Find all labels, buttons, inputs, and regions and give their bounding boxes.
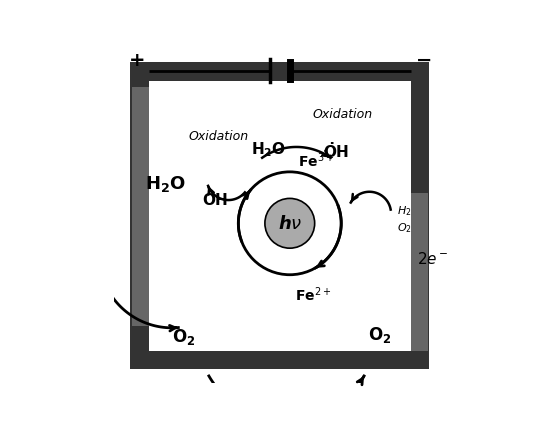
Bar (280, 63, 429, 81)
Text: $H_2$
$O_2$: $H_2$ $O_2$ (397, 203, 412, 234)
Text: +: + (129, 50, 145, 69)
Text: $2e^-$: $2e^-$ (417, 251, 449, 267)
Text: Oxidation: Oxidation (188, 129, 248, 142)
Bar (411, 194, 428, 326)
Bar (130, 63, 280, 81)
Circle shape (265, 199, 314, 249)
Text: $\mathbf{O_2}$: $\mathbf{O_2}$ (368, 325, 391, 345)
Text: $\mathbf{H_2O}$: $\mathbf{H_2O}$ (145, 174, 186, 194)
Text: Oxidation: Oxidation (313, 108, 373, 121)
Text: $\mathbf{O_2}$: $\mathbf{O_2}$ (172, 326, 195, 346)
Bar (130, 351, 429, 369)
Bar (130, 65, 149, 369)
Text: Fe$^{2+}$: Fe$^{2+}$ (295, 285, 331, 304)
Text: $\mathbf{\dot{O}H}$: $\mathbf{\dot{O}H}$ (323, 141, 349, 161)
Text: h$\nu$: h$\nu$ (277, 215, 302, 233)
Text: $\mathbf{\dot{O}H}$: $\mathbf{\dot{O}H}$ (202, 189, 228, 209)
Text: $\mathbf{H_2O}$: $\mathbf{H_2O}$ (251, 140, 286, 159)
Bar (411, 278, 428, 351)
Text: −: − (416, 50, 432, 69)
Text: Fe$^{3+}$: Fe$^{3+}$ (298, 151, 334, 170)
Bar (149, 81, 411, 351)
Bar (132, 88, 149, 326)
Bar (411, 65, 429, 369)
